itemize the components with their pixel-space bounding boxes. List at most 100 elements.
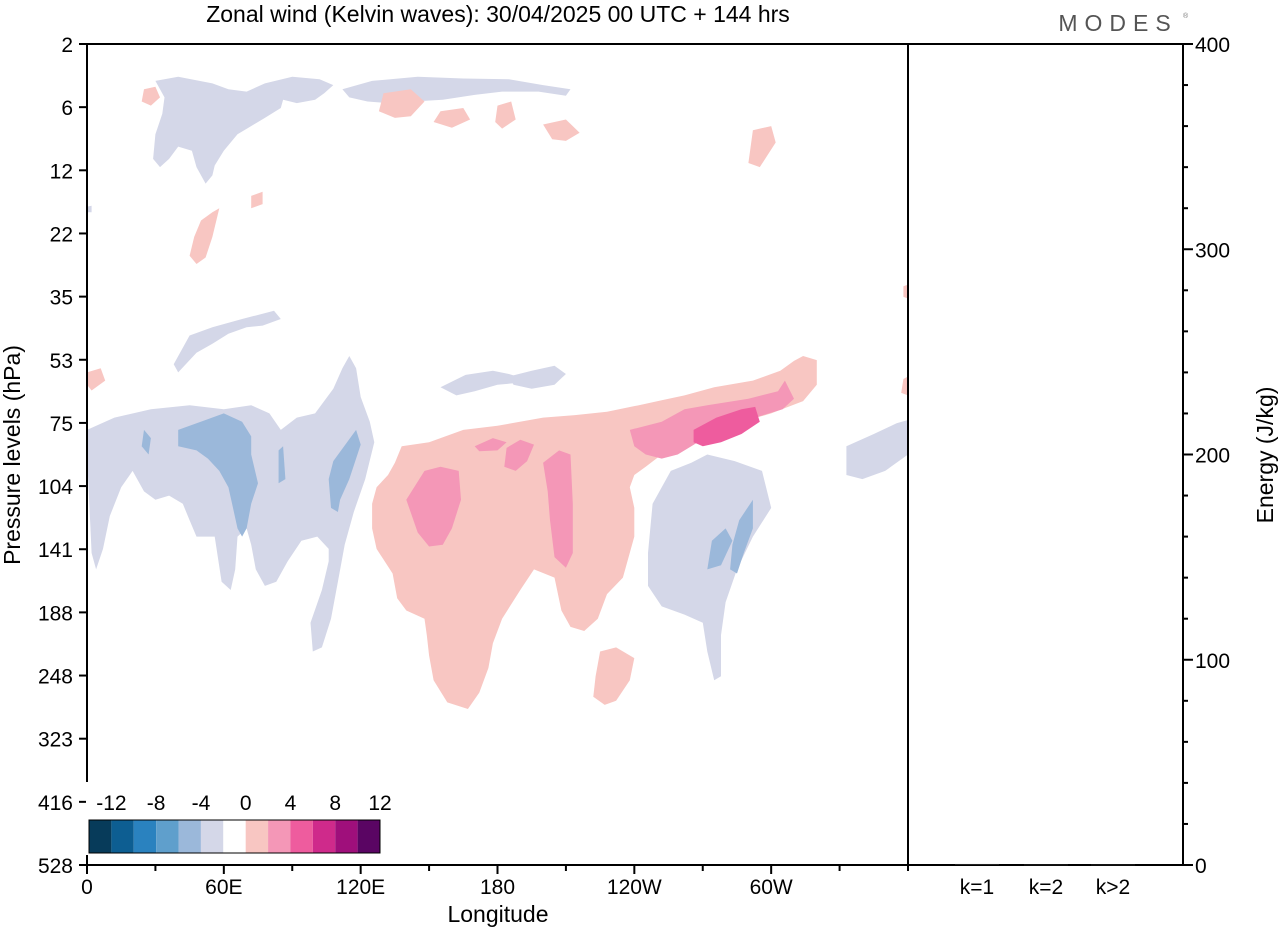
x-tick-label: 120E <box>336 876 385 899</box>
contour-region <box>173 310 281 373</box>
energy-axis-label: Energy (J/kg) <box>1252 387 1278 524</box>
contour-region <box>693 406 760 447</box>
contour-region <box>707 528 733 570</box>
y-tick-label: 141 <box>38 539 73 562</box>
colorbar-swatch <box>312 820 336 853</box>
colorbar-swatch <box>200 820 224 853</box>
energy-category-label: k=1 <box>960 876 994 899</box>
y-tick-label: 188 <box>38 602 73 625</box>
colorbar-swatch <box>245 820 269 853</box>
contour-region <box>278 446 286 484</box>
energy-bars <box>955 863 1135 866</box>
contour-region <box>342 76 571 104</box>
contour-region <box>87 205 92 213</box>
colorbar-swatch <box>268 820 291 853</box>
x-tick-label: 60E <box>205 876 242 899</box>
contour-region <box>543 450 573 568</box>
modes-logo: MODES <box>1058 10 1177 36</box>
colorbar-swatch <box>223 820 246 853</box>
colorbar-swatch <box>178 820 201 853</box>
colorbar-label: 12 <box>368 792 391 815</box>
x-tick-label: 180 <box>480 876 515 899</box>
colorbar-label: 8 <box>329 792 341 815</box>
y-tick-label: 6 <box>61 97 73 120</box>
y-axis: 2 6 12 22 35 53 75 104 141 188 248 323 416 528 <box>38 34 87 878</box>
y-tick-label: 35 <box>50 287 73 310</box>
colorbar-frame <box>88 819 381 854</box>
colorbar-label: -4 <box>192 792 211 815</box>
energy-bar <box>1091 864 1135 866</box>
y-tick-label: 12 <box>50 160 73 183</box>
contour-region <box>440 370 525 396</box>
energy-category-label: k>2 <box>1096 876 1130 899</box>
contour-region <box>87 356 375 652</box>
energy-tick-label: 0 <box>1195 855 1207 878</box>
y-tick-label: 528 <box>38 855 73 878</box>
y-axis-label: Pressure levels (hPa) <box>0 345 25 565</box>
logo-registered-mark: ® <box>1183 12 1189 20</box>
energy-category-label: k=2 <box>1029 876 1063 899</box>
contour-region <box>903 284 908 299</box>
energy-x-axis: k=1 k=2 k>2 <box>960 876 1130 899</box>
contour-region <box>748 126 776 168</box>
contour-region <box>629 380 794 459</box>
contour-region <box>328 429 361 512</box>
energy-tick-label: 400 <box>1195 34 1230 57</box>
contour-region <box>508 365 566 389</box>
contour-region <box>406 466 461 547</box>
x-tick-label: 60W <box>750 876 793 899</box>
y-tick-label: 2 <box>61 34 73 57</box>
contour-region <box>178 413 258 537</box>
energy-bar-chart: 0 100 200 300 400 k=1 k=2 k>2 Energy (J/kg) <box>907 34 1278 899</box>
y-tick-label: 248 <box>38 666 73 689</box>
contour-region <box>87 368 106 391</box>
colorbar-label: -12 <box>96 792 126 815</box>
contour-region <box>474 438 507 452</box>
y-tick-label: 104 <box>38 476 73 499</box>
chart-title: Zonal wind (Kelvin waves): 30/04/2025 00… <box>206 1 790 27</box>
y-tick-label: 75 <box>50 413 73 436</box>
contour-region <box>378 89 425 118</box>
y-tick-label: 323 <box>38 729 73 752</box>
energy-bar <box>1024 864 1068 866</box>
contour-region <box>901 376 908 396</box>
colorbar-swatch <box>156 820 179 853</box>
colorbar-label: -8 <box>147 792 166 815</box>
contour-region <box>593 647 635 705</box>
bar-plot-frame <box>907 43 1184 866</box>
x-tick-label: 120W <box>607 876 662 899</box>
contour-region <box>543 119 580 141</box>
colorbar: -12 -8 -4 0 4 8 12 <box>86 782 392 855</box>
y-tick-label: 53 <box>50 350 73 373</box>
contour-region <box>189 208 220 264</box>
energy-tick-label: 200 <box>1195 445 1230 468</box>
contour-region <box>153 76 334 184</box>
contour-region <box>433 108 471 128</box>
colorbar-swatch <box>290 820 313 853</box>
energy-bar <box>955 863 999 865</box>
x-tick-label: 0 <box>81 876 93 899</box>
contour-region <box>504 439 534 471</box>
contour-region <box>730 499 753 574</box>
colorbar-label: 0 <box>240 792 252 815</box>
y-tick-label: 416 <box>38 792 73 815</box>
energy-y-axis: 0 100 200 300 400 <box>1183 34 1230 878</box>
energy-tick-label: 100 <box>1195 650 1230 673</box>
colorbar-label: 4 <box>285 792 297 815</box>
contour-fills <box>87 76 908 709</box>
contour-plot: 2 6 12 22 35 53 75 104 141 188 248 323 416 528 0 60E 12… <box>0 34 909 927</box>
contour-region <box>846 420 908 480</box>
y-tick-label: 22 <box>50 223 73 246</box>
x-axis-label: Longitude <box>447 901 548 927</box>
x-axis: 0 60E 120E 180 120W 60W <box>81 865 909 899</box>
contour-region <box>251 191 263 209</box>
colorbar-swatch <box>357 820 380 853</box>
colorbar-swatch <box>111 820 134 853</box>
contour-region <box>141 86 160 106</box>
colorbar-swatch <box>335 820 358 853</box>
energy-tick-label: 300 <box>1195 239 1230 262</box>
colorbar-swatch <box>89 820 112 853</box>
colorbar-swatch <box>133 820 157 853</box>
